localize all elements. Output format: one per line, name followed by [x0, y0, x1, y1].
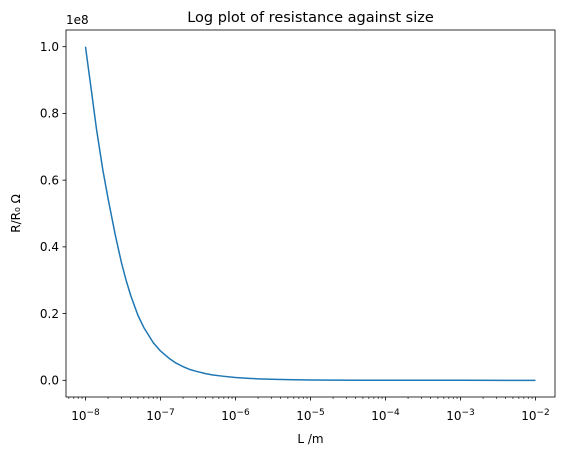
chart-title: Log plot of resistance against size — [187, 10, 434, 26]
x-axis-label: L /m — [297, 432, 323, 446]
series-line-0 — [84, 46, 536, 382]
x-axis-ticks: 10−8 10−7 10−6 10−5 10−4 10−3 10−2 — [68, 397, 550, 423]
y-tick-label: 0.6 — [40, 173, 59, 187]
x-tick-label: 10−3 — [446, 408, 475, 423]
x-tick-label: 10−5 — [296, 408, 325, 423]
y-tick-label: 0.0 — [40, 374, 59, 388]
x-tick-label: 10−2 — [521, 408, 550, 423]
y-tick-label: 1.0 — [40, 40, 59, 54]
y-axis-label: R/R₀ Ω — [9, 194, 23, 233]
y-tick-label: 0.4 — [40, 240, 59, 254]
x-tick-label: 10−7 — [146, 408, 175, 423]
y-axis-offset-label: 1e8 — [66, 13, 89, 27]
x-tick-label: 10−6 — [221, 408, 250, 423]
y-tick-label: 0.2 — [40, 307, 59, 321]
x-tick-label: 10−4 — [371, 408, 400, 423]
y-tick-label: 0.8 — [40, 107, 59, 121]
y-axis-ticks: 0.0 0.2 0.4 0.6 0.8 1.0 — [40, 40, 66, 388]
x-tick-label: 10−8 — [71, 408, 100, 423]
